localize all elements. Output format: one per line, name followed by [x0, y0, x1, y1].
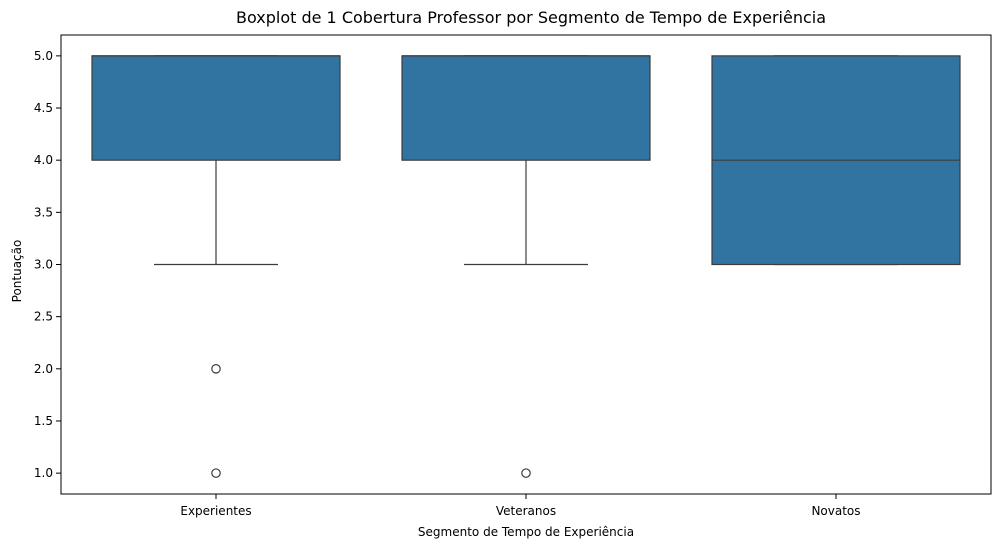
x-axis-label: Segmento de Tempo de Experiência: [418, 525, 634, 539]
x-tick-label: Novatos: [811, 504, 860, 518]
outlier-experientes-1: [211, 468, 221, 478]
y-tick-label: 5.0: [34, 49, 53, 63]
box-experientes: [91, 55, 341, 161]
y-tick-label: 2.5: [34, 310, 53, 324]
outlier-veteranos-0: [521, 468, 531, 478]
y-tick-label: 1.5: [34, 414, 53, 428]
y-tick-label: 2.0: [34, 362, 53, 376]
chart-title: Boxplot de 1 Cobertura Professor por Seg…: [236, 8, 826, 27]
y-tick-label: 1.0: [34, 466, 53, 480]
y-tick-label: 3.0: [34, 258, 53, 272]
plot-area: 1.0 1.5 2.0 2.5 3.0 3.5 4.0 4.5 5.0 Experientes Ve…: [34, 34, 992, 518]
y-tick-label: 3.5: [34, 205, 53, 219]
y-axis-label: Pontuação: [10, 240, 24, 303]
x-tick-label: Experientes: [180, 504, 251, 518]
x-tick-label: Veteranos: [496, 504, 556, 518]
y-tick-label: 4.0: [34, 153, 53, 167]
outlier-experientes-0: [211, 364, 221, 374]
box-veteranos: [401, 55, 651, 161]
y-tick-label: 4.5: [34, 101, 53, 115]
